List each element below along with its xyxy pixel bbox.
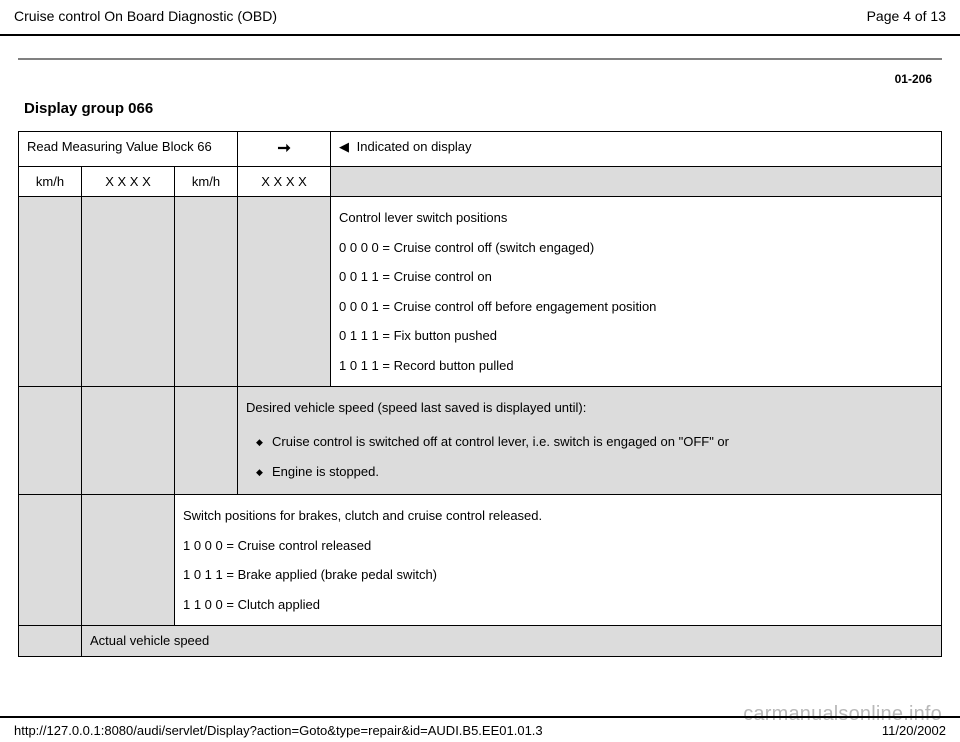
- footer-date: 11/20/2002: [882, 723, 946, 738]
- content-area: 01-206 Display group 066 Read Measuring …: [0, 58, 960, 657]
- block-title: Control lever switch positions: [339, 203, 933, 233]
- bullet-item: Engine is stopped.: [256, 457, 933, 487]
- cell-shade: [82, 197, 175, 387]
- block-line: 1 0 1 1 = Brake applied (brake pedal swi…: [183, 560, 933, 590]
- block-line: 0 0 0 0 = Cruise control off (switch eng…: [339, 233, 933, 263]
- cell-read-block: Read Measuring Value Block 66: [19, 132, 238, 167]
- cell-switch-positions: Switch positions for brakes, clutch and …: [175, 495, 942, 626]
- block-line: 0 0 1 1 = Cruise control on: [339, 262, 933, 292]
- cell-shade: [175, 387, 238, 495]
- cell-control-lever: Control lever switch positions 0 0 0 0 =…: [331, 197, 942, 387]
- cell-indicated: Indicated on display: [331, 132, 942, 167]
- block-title: Desired vehicle speed (speed last saved …: [246, 393, 933, 423]
- block-line: 1 1 0 0 = Clutch applied: [183, 590, 933, 620]
- page-indicator: Page 4 of 13: [867, 8, 946, 24]
- doc-title: Cruise control On Board Diagnostic (OBD): [14, 8, 277, 24]
- cell-xxxx-2: X X X X: [238, 166, 331, 197]
- block-line: 0 1 1 1 = Fix button pushed: [339, 321, 933, 351]
- bullet-list: Cruise control is switched off at contro…: [246, 427, 933, 486]
- table-row: km/h X X X X km/h X X X X: [19, 166, 942, 197]
- cell-shade: [238, 197, 331, 387]
- cell-desired-speed: Desired vehicle speed (speed last saved …: [238, 387, 942, 495]
- triangle-left-icon: [339, 139, 353, 154]
- cell-shade: [19, 626, 82, 657]
- bullet-item: Cruise control is switched off at contro…: [256, 427, 933, 457]
- cell-xxxx-1: X X X X: [82, 166, 175, 197]
- table-row: Desired vehicle speed (speed last saved …: [19, 387, 942, 495]
- cell-empty-shade: [331, 166, 942, 197]
- cell-shade: [82, 387, 175, 495]
- table-row: Actual vehicle speed: [19, 626, 942, 657]
- block-line: 1 0 0 0 = Cruise control released: [183, 531, 933, 561]
- cell-actual-speed: Actual vehicle speed: [82, 626, 942, 657]
- cell-shade: [19, 495, 82, 626]
- table-row: Read Measuring Value Block 66 Indicated …: [19, 132, 942, 167]
- arrow-icon: [238, 132, 331, 167]
- top-header: Cruise control On Board Diagnostic (OBD)…: [0, 0, 960, 36]
- cell-shade: [82, 495, 175, 626]
- footer: http://127.0.0.1:8080/audi/servlet/Displ…: [0, 716, 960, 742]
- footer-url: http://127.0.0.1:8080/audi/servlet/Displ…: [14, 723, 543, 738]
- block-line: 0 0 0 1 = Cruise control off before enga…: [339, 292, 933, 322]
- cell-kmh-1: km/h: [19, 166, 82, 197]
- cell-shade: [19, 387, 82, 495]
- table-row: Control lever switch positions 0 0 0 0 =…: [19, 197, 942, 387]
- table-row: Switch positions for brakes, clutch and …: [19, 495, 942, 626]
- main-table: Read Measuring Value Block 66 Indicated …: [18, 131, 942, 657]
- page-container: Cruise control On Board Diagnostic (OBD)…: [0, 0, 960, 742]
- cell-shade: [175, 197, 238, 387]
- divider-line: [18, 58, 942, 60]
- cell-kmh-2: km/h: [175, 166, 238, 197]
- block-title: Switch positions for brakes, clutch and …: [183, 501, 933, 531]
- section-title: Display group 066: [18, 98, 942, 131]
- cell-shade: [19, 197, 82, 387]
- block-line: 1 0 1 1 = Record button pulled: [339, 351, 933, 381]
- page-code: 01-206: [18, 68, 942, 98]
